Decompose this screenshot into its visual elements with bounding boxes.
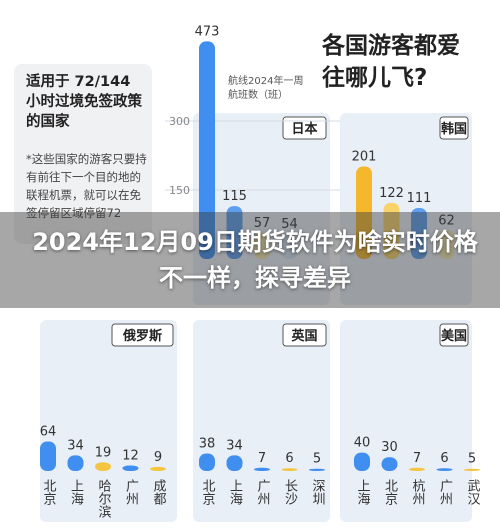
x-tick-label: 广州 [255,479,271,505]
bar [438,230,455,259]
panel [340,320,472,522]
panel [40,320,177,522]
bar [95,462,111,471]
bar [436,468,453,471]
bar [254,467,270,471]
value-label: 122 [379,186,404,201]
banner-text: 2024年12月09日期货软件为啥实时价格不一样，探寻差异 [32,228,478,292]
value-label: 111 [407,191,432,206]
bar [226,455,243,471]
bar [122,465,139,471]
info-box [14,64,152,244]
x-tick-label: 武汉 [465,479,481,505]
value-label: 473 [195,24,220,39]
bar [383,202,400,259]
panel-title-box [439,323,469,347]
x-tick-label: 杭州 [410,479,426,505]
bar [199,41,215,259]
value-label: 64 [40,425,57,440]
bar [354,452,370,471]
panel-title: 日本 [291,121,317,137]
x-tick-label: 上海 [68,479,84,505]
x-tick-label: 广州 [437,479,453,505]
value-label: 12 [122,448,139,463]
value-label: 34 [226,438,243,453]
bar [409,467,425,471]
bar [199,453,215,471]
value-label: 62 [438,213,455,228]
y-tick-label: 300 [169,115,190,128]
value-label: 30 [381,440,398,455]
annotation: 航线2024年一周航班数（班） [228,76,304,101]
panel-title-box [111,323,174,347]
panel-title: 俄罗斯 [122,328,162,344]
panel-title: 美国 [441,328,467,344]
value-label: 6 [285,451,293,466]
x-tick-label: 北京 [382,479,398,505]
banner-background [0,212,500,308]
headline: 各国游客都爱往哪儿飞? [322,33,460,91]
panel [340,113,472,305]
value-label: 19 [95,445,112,460]
bar [464,468,480,471]
value-label: 57 [254,216,271,231]
bar [281,234,298,259]
x-tick-label: 成都 [151,479,167,505]
bar [309,468,325,471]
value-label: 40 [354,436,371,451]
bar [254,232,270,259]
bar [411,207,427,259]
info-box-note: *这些国家的游客只要持有前往下一个目的地的联程机票，就可以在免签停留区域停留72 [26,152,147,220]
x-tick-label: 北京 [200,479,216,505]
x-tick-label: 深圳 [310,479,326,505]
x-tick-label: 哈尔滨 [96,479,112,518]
x-tick-label: 北京 [41,479,57,505]
panel-title: 韩国 [441,121,467,137]
value-label: 38 [199,437,216,452]
value-label: 201 [352,150,377,165]
bar [226,206,243,259]
value-label: 115 [222,189,247,204]
y-tick-label: 150 [169,184,190,197]
x-tick-label: 广州 [123,479,139,505]
bar [150,466,166,471]
panel-title-box [439,116,469,140]
value-label: 5 [313,452,321,467]
value-label: 6 [440,451,448,466]
x-tick-label: 上海 [355,479,371,505]
value-label: 54 [281,217,298,232]
bar [356,166,372,259]
value-label: 34 [67,438,84,453]
value-label: 7 [413,451,421,466]
info-box-title: 适用于 72/144 小时过境免签政策的国家 [26,74,142,130]
value-label: 7 [258,451,266,466]
bar [40,441,56,471]
value-label: 9 [154,450,162,465]
bar [67,455,84,471]
panel-title: 英国 [290,328,317,344]
bar [281,468,298,471]
panel-title-box [282,116,327,140]
panel [193,320,330,522]
panel [193,113,330,305]
bar [381,457,398,471]
panel-title-box [282,323,327,347]
x-tick-label: 上海 [227,479,243,505]
x-tick-label: 长沙 [282,479,298,505]
value-label: 5 [468,452,476,467]
